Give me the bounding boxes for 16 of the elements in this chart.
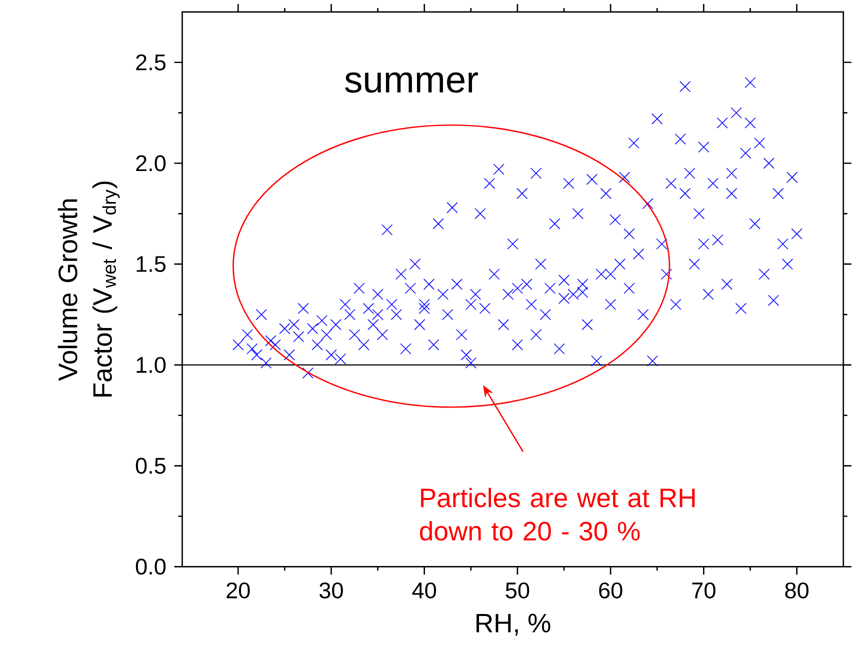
x-axis-title: RH, % xyxy=(476,614,550,636)
x-tick-label: 30 xyxy=(320,582,343,598)
x-tick-label: 60 xyxy=(599,582,622,598)
annotation: summer xyxy=(345,72,478,93)
x-tick-label: 70 xyxy=(692,582,716,598)
x-tick-label: 20 xyxy=(226,582,250,598)
y-tick-label: 1.0 xyxy=(136,356,166,373)
x-tick-label: 80 xyxy=(785,582,808,598)
y-tick-label: 2.0 xyxy=(136,155,166,172)
y-tick-label: 1.5 xyxy=(136,256,166,272)
x-tick-label: 40 xyxy=(412,582,436,598)
x-tick-label: 50 xyxy=(506,582,530,598)
y-tick-label: 2.5 xyxy=(136,54,166,70)
y-tick-label: 0.0 xyxy=(136,558,166,575)
y-tick-label: 0.5 xyxy=(136,458,166,474)
annotation: Particles are wet at RH down to 20 - 30 % xyxy=(420,488,695,541)
